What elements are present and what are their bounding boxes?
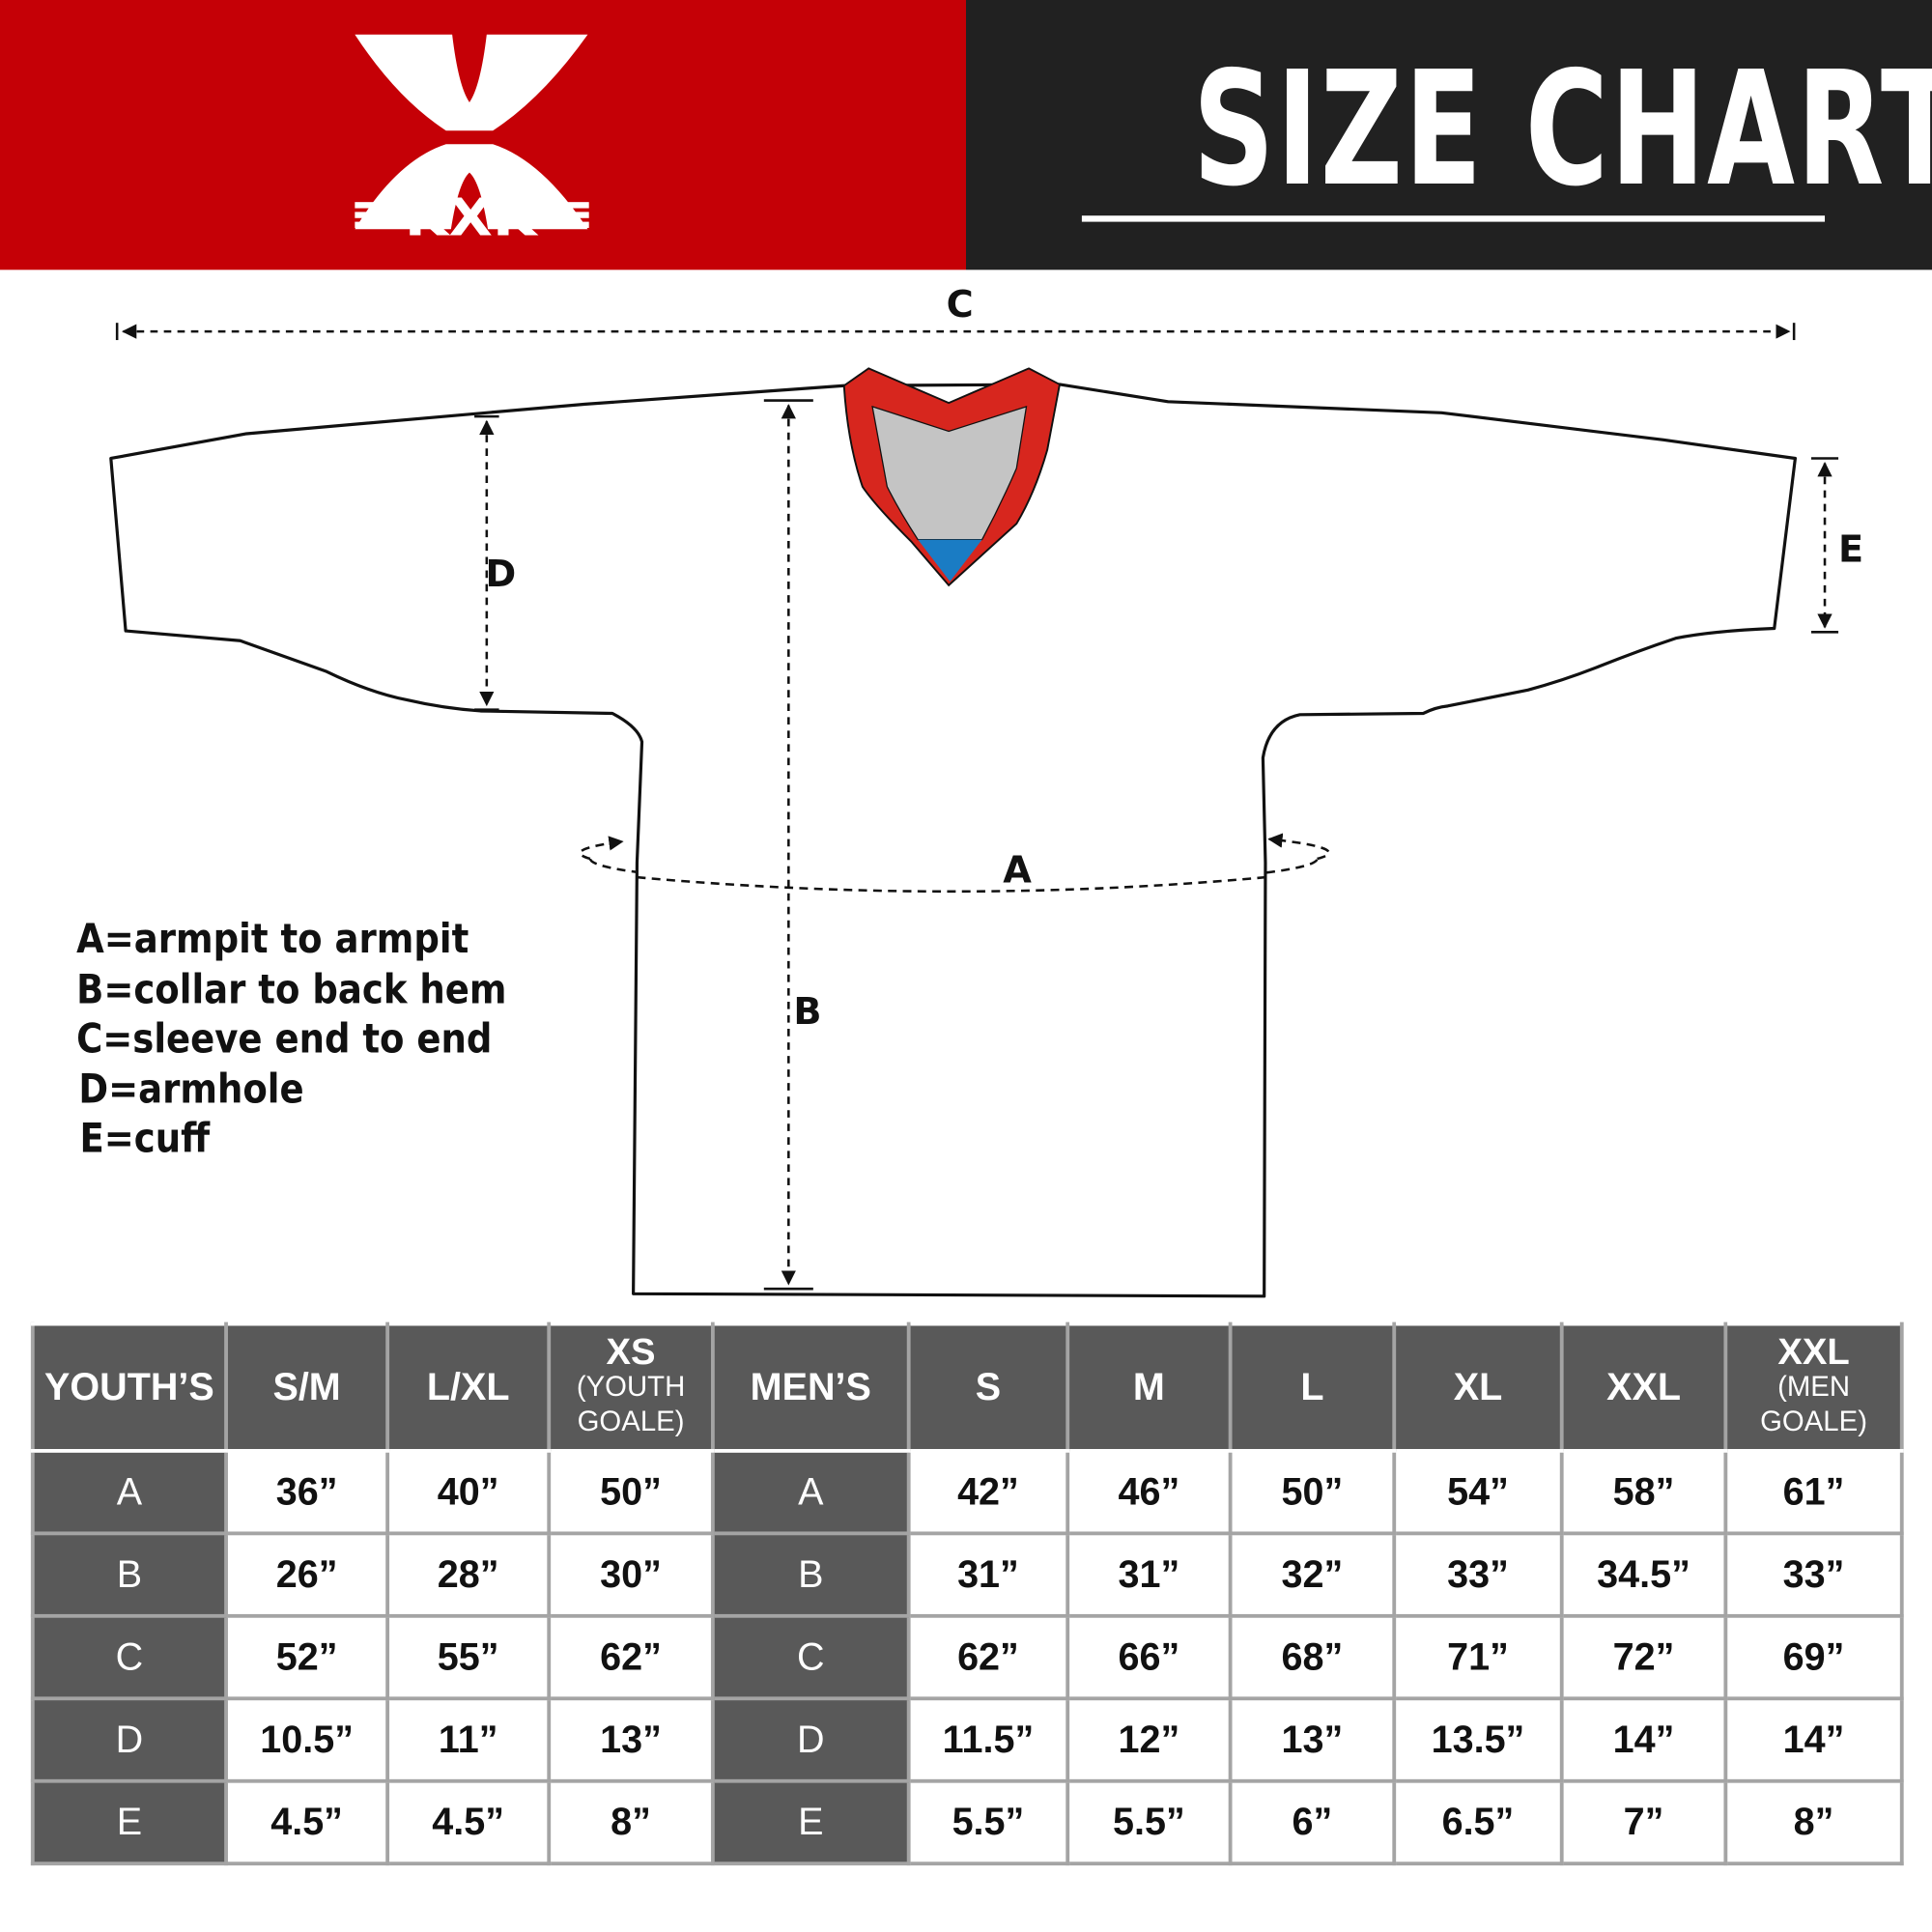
size-header: XXL (MEN GOALE) (1723, 1321, 1904, 1453)
measurement-legend: A=armpit to armpit B=collar to back hem … (76, 914, 506, 1164)
table-cell: 30” (547, 1531, 715, 1618)
legend-item: E=cuff (79, 1114, 211, 1163)
table-cell: 26” (224, 1531, 390, 1618)
table-cell: 6” (1228, 1778, 1397, 1866)
row-label: D (710, 1696, 911, 1783)
table-cell: 11” (385, 1696, 552, 1783)
table-cell: 5.5” (906, 1778, 1070, 1866)
table-cell: 72” (1559, 1613, 1728, 1701)
table-cell: 11.5” (906, 1696, 1070, 1783)
size-label: XS (606, 1331, 656, 1373)
table-cell: 8” (547, 1778, 715, 1866)
table-cell: 69” (1723, 1613, 1904, 1701)
brand-banner: KXK (0, 0, 966, 270)
armpit-measure-line (579, 833, 1330, 888)
table-cell: 55” (385, 1613, 552, 1701)
label-b: B (793, 990, 822, 1035)
legend-item: B=collar to back hem (76, 964, 507, 1012)
table-cell: 40” (385, 1448, 552, 1536)
table-cell: 10.5” (224, 1696, 390, 1783)
legend-item: A=armpit to armpit (76, 914, 469, 963)
jersey-diagram (109, 323, 1839, 1298)
table-cell: 4.5” (224, 1778, 390, 1866)
table-cell: 14” (1723, 1696, 1904, 1783)
table-row: D 10.5” 11” 13” D 11.5” 12” 13” 13.5” 14” 14” (30, 1696, 1904, 1783)
size-header: S/M (224, 1321, 390, 1453)
table-cell: 36” (224, 1448, 390, 1536)
table-cell: 68” (1228, 1613, 1397, 1701)
men-header: MEN’S (710, 1321, 911, 1453)
svg-text:KXK: KXK (405, 188, 539, 248)
row-label: A (710, 1448, 911, 1536)
size-label: XXL (1777, 1331, 1850, 1373)
table-row: E 4.5” 4.5” 8” E 5.5” 5.5” 6” 6.5” 7” 8” (30, 1778, 1904, 1866)
table-cell: 31” (906, 1531, 1070, 1618)
title-underline (1081, 215, 1826, 222)
size-table: YOUTH’S S/M L/XL XS (YOUTH GOALE) MEN’S S M L XL X… (30, 1321, 1904, 1866)
youth-header: YOUTH’S (30, 1321, 228, 1453)
table-cell: 6.5” (1392, 1778, 1564, 1866)
table-cell: 13” (547, 1696, 715, 1783)
table-row: C 52” 55” 62” C 62” 66” 68” 71” 72” 69” (30, 1613, 1904, 1701)
row-label: C (710, 1613, 911, 1701)
jersey-outline (109, 383, 1798, 1298)
table-cell: 71” (1392, 1613, 1564, 1701)
table-cell: 62” (906, 1613, 1070, 1701)
row-label: D (30, 1696, 228, 1783)
legend-item: C=sleeve end to end (76, 1013, 493, 1063)
collar (842, 367, 1062, 587)
table-cell: 52” (224, 1613, 390, 1701)
size-header: XS (YOUTH GOALE) (547, 1321, 715, 1453)
row-label: C (30, 1613, 228, 1701)
table-cell: 33” (1723, 1531, 1904, 1618)
table-cell: 42” (906, 1448, 1070, 1536)
table-cell: 13.5” (1392, 1696, 1564, 1783)
size-sublabel: (YOUTH GOALE) (576, 1370, 686, 1437)
size-header: L (1228, 1321, 1397, 1453)
table-cell: 8” (1723, 1778, 1904, 1866)
table-cell: 66” (1065, 1613, 1233, 1701)
table-cell: 4.5” (385, 1778, 552, 1866)
kxk-logo: KXK (355, 34, 589, 248)
row-label: B (710, 1531, 911, 1618)
table-cell: 7” (1559, 1778, 1728, 1866)
size-header: S (906, 1321, 1070, 1453)
row-label: E (710, 1778, 911, 1866)
table-cell: 34.5” (1559, 1531, 1728, 1618)
table-cell: 33” (1392, 1531, 1564, 1618)
label-c: C (946, 283, 974, 327)
table-cell: 32” (1228, 1531, 1397, 1618)
table-cell: 13” (1228, 1696, 1397, 1783)
table-cell: 54” (1392, 1448, 1564, 1536)
row-label: A (30, 1448, 228, 1536)
table-cell: 50” (547, 1448, 715, 1536)
size-header: M (1065, 1321, 1233, 1453)
table-cell: 58” (1559, 1448, 1728, 1536)
label-e: E (1838, 528, 1864, 572)
label-a: A (1003, 848, 1032, 893)
table-cell: 31” (1065, 1531, 1233, 1618)
size-header: XL (1392, 1321, 1564, 1453)
table-cell: 50” (1228, 1448, 1397, 1536)
table-cell: 14” (1559, 1696, 1728, 1783)
size-header: L/XL (385, 1321, 552, 1453)
table-cell: 61” (1723, 1448, 1904, 1536)
size-sublabel: (MEN GOALE) (1760, 1370, 1867, 1437)
table-cell: 5.5” (1065, 1778, 1233, 1866)
size-header: XXL (1559, 1321, 1728, 1453)
table-cell: 28” (385, 1531, 552, 1618)
table-cell: 62” (547, 1613, 715, 1701)
table-row: B 26” 28” 30” B 31” 31” 32” 33” 34.5” 33” (30, 1531, 1904, 1618)
table-row: A 36” 40” 50” A 42” 46” 50” 54” 58” 61” (30, 1448, 1904, 1536)
table-header-row: YOUTH’S S/M L/XL XS (YOUTH GOALE) MEN’S S M L XL X… (30, 1321, 1904, 1453)
legend-item: D=armhole (78, 1064, 304, 1113)
label-d: D (485, 553, 517, 597)
title-banner (965, 0, 1932, 270)
table-cell: 12” (1065, 1696, 1233, 1783)
row-label: E (30, 1778, 228, 1866)
row-label: B (30, 1531, 228, 1618)
table-cell: 46” (1065, 1448, 1233, 1536)
